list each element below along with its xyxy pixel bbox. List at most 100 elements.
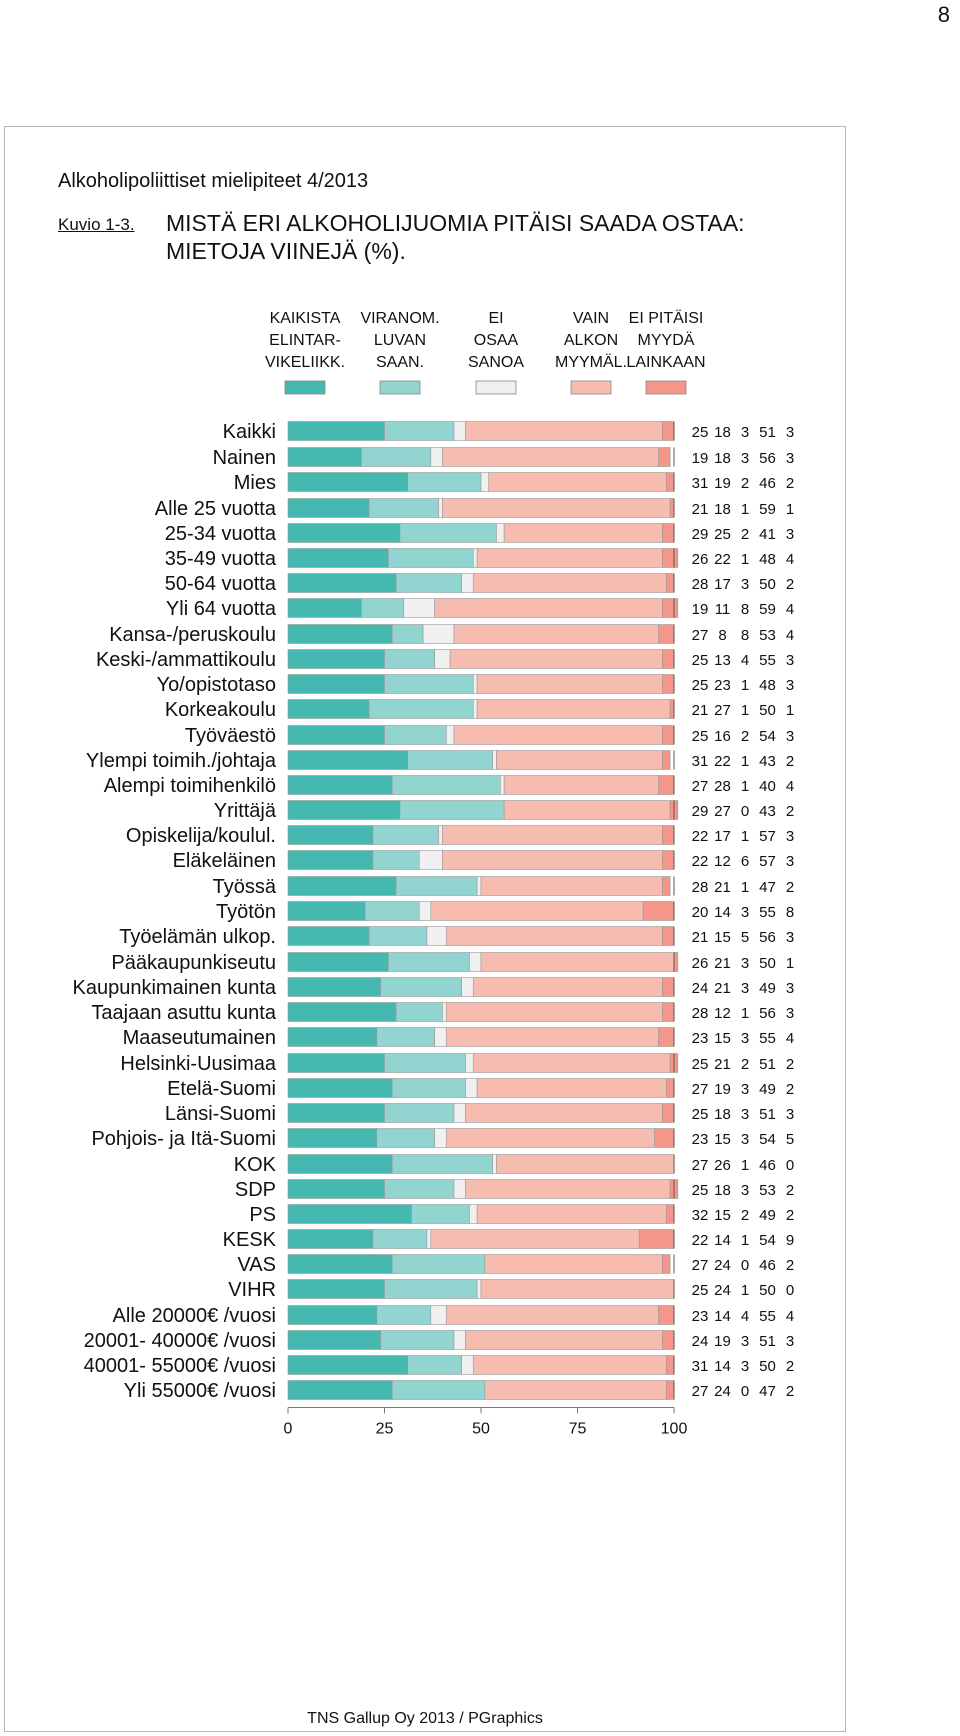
bar-segment-4: [465, 1103, 663, 1123]
bar-segment-2: [395, 1002, 443, 1022]
value-label-4: 46: [759, 475, 776, 492]
bar-segment-5: [662, 598, 679, 618]
row-label: VAS: [237, 1254, 276, 1276]
bar-segment-2: [391, 1380, 486, 1400]
bar-segment-4: [453, 624, 659, 644]
value-label-2: 28: [714, 778, 731, 795]
footer-credit: TNS Gallup Oy 2013 / PGraphics: [307, 1710, 543, 1727]
bar-segment-2: [364, 901, 420, 921]
legend-label-2: LUVAN: [374, 332, 426, 349]
row-label: Yli 55000€ /vuosi: [124, 1380, 276, 1402]
value-label-3: 0: [741, 803, 749, 820]
bar-segment-5: [662, 926, 675, 946]
row-label: Työelämän ulkop.: [119, 926, 276, 948]
value-label-3: 3: [741, 1081, 749, 1098]
value-label-5: 3: [786, 677, 794, 694]
value-label-3: 3: [741, 424, 749, 441]
bar-segment-5: [642, 901, 675, 921]
value-label-2: 14: [714, 1232, 731, 1249]
bar-segment-1: [287, 1254, 393, 1274]
value-label-5: 2: [786, 1207, 794, 1224]
value-label-1: 20: [692, 904, 709, 921]
bar-segment-1: [287, 674, 385, 694]
bar-segment-4: [430, 1229, 640, 1249]
bar-segment-2: [384, 1053, 466, 1073]
value-label-4: 50: [759, 955, 776, 972]
bar-segment-5: [662, 725, 675, 745]
bar-segment-4: [496, 750, 663, 770]
bar-segment-2: [384, 1179, 455, 1199]
bar-segment-3: [442, 1002, 447, 1022]
value-label-4: 49: [759, 980, 776, 997]
value-label-5: 3: [786, 828, 794, 845]
value-label-2: 25: [714, 526, 731, 543]
bar-segment-3: [469, 952, 482, 972]
value-label-2: 14: [714, 1358, 731, 1375]
value-label-1: 25: [692, 424, 709, 441]
bar-segment-1: [287, 1380, 393, 1400]
row-label: Pohjois- ja Itä-Suomi: [91, 1128, 276, 1150]
value-label-4: 51: [759, 424, 776, 441]
figure-frame: [4, 126, 846, 1732]
bar-segment-3: [469, 1204, 478, 1224]
row-label: Nainen: [213, 447, 276, 469]
bar-segment-2: [380, 977, 463, 997]
bar-segment-3: [453, 1179, 466, 1199]
bar-segment-2: [361, 447, 432, 467]
value-label-4: 55: [759, 1030, 776, 1047]
x-tick-label: 75: [569, 1421, 587, 1438]
value-label-1: 27: [692, 1081, 709, 1098]
value-label-1: 23: [692, 1308, 709, 1325]
legend-label-4: ALKON: [564, 332, 618, 349]
figure-title-line-2: MIETOJA VIINEJÄ (%).: [166, 238, 406, 264]
value-label-4: 46: [759, 1257, 776, 1274]
value-label-1: 29: [692, 803, 709, 820]
value-label-2: 21: [714, 879, 731, 896]
bar-segment-3: [476, 876, 482, 896]
value-label-4: 41: [759, 526, 776, 543]
value-label-1: 22: [692, 853, 709, 870]
bar-segment-2: [372, 825, 439, 845]
value-label-5: 3: [786, 526, 794, 543]
bar-segment-3: [461, 977, 474, 997]
bar-segment-1: [287, 725, 385, 745]
bar-segment-1: [287, 447, 362, 467]
value-label-3: 1: [741, 753, 749, 770]
value-label-5: 2: [786, 1081, 794, 1098]
bar-segment-2: [372, 850, 420, 870]
row-label: 25-34 vuotta: [165, 523, 277, 545]
value-label-1: 19: [692, 601, 709, 618]
row-label: KOK: [234, 1154, 277, 1176]
row-label: Kaupunkimainen kunta: [73, 977, 277, 999]
value-label-5: 0: [786, 1157, 794, 1174]
value-label-5: 2: [786, 879, 794, 896]
bar-segment-2: [395, 573, 462, 593]
value-label-5: 3: [786, 652, 794, 669]
value-label-3: 8: [741, 627, 749, 644]
value-label-4: 50: [759, 1282, 776, 1299]
value-label-1: 29: [692, 526, 709, 543]
bar-segment-4: [445, 1128, 656, 1148]
bar-segment-5: [662, 674, 675, 694]
value-label-2: 18: [714, 1182, 731, 1199]
bar-segment-3: [461, 573, 474, 593]
bar-segment-4: [465, 421, 663, 441]
bar-segment-4: [488, 472, 667, 492]
value-label-1: 28: [692, 879, 709, 896]
value-label-2: 21: [714, 955, 731, 972]
bar-segment-4: [449, 649, 663, 669]
bar-segment-2: [391, 775, 501, 795]
bar-segment-1: [287, 1355, 408, 1375]
bar-segment-4: [503, 523, 663, 543]
value-label-3: 4: [741, 652, 749, 669]
value-label-4: 47: [759, 879, 776, 896]
bar-segment-1: [287, 1229, 374, 1249]
value-label-3: 3: [741, 1182, 749, 1199]
row-label: Helsinki-Uusimaa: [120, 1053, 276, 1075]
bar-segment-5: [654, 1128, 675, 1148]
bar-segment-2: [384, 649, 435, 669]
value-label-5: 4: [786, 627, 794, 644]
value-label-3: 3: [741, 1030, 749, 1047]
value-label-5: 4: [786, 778, 794, 795]
row-label: PS: [249, 1204, 276, 1226]
